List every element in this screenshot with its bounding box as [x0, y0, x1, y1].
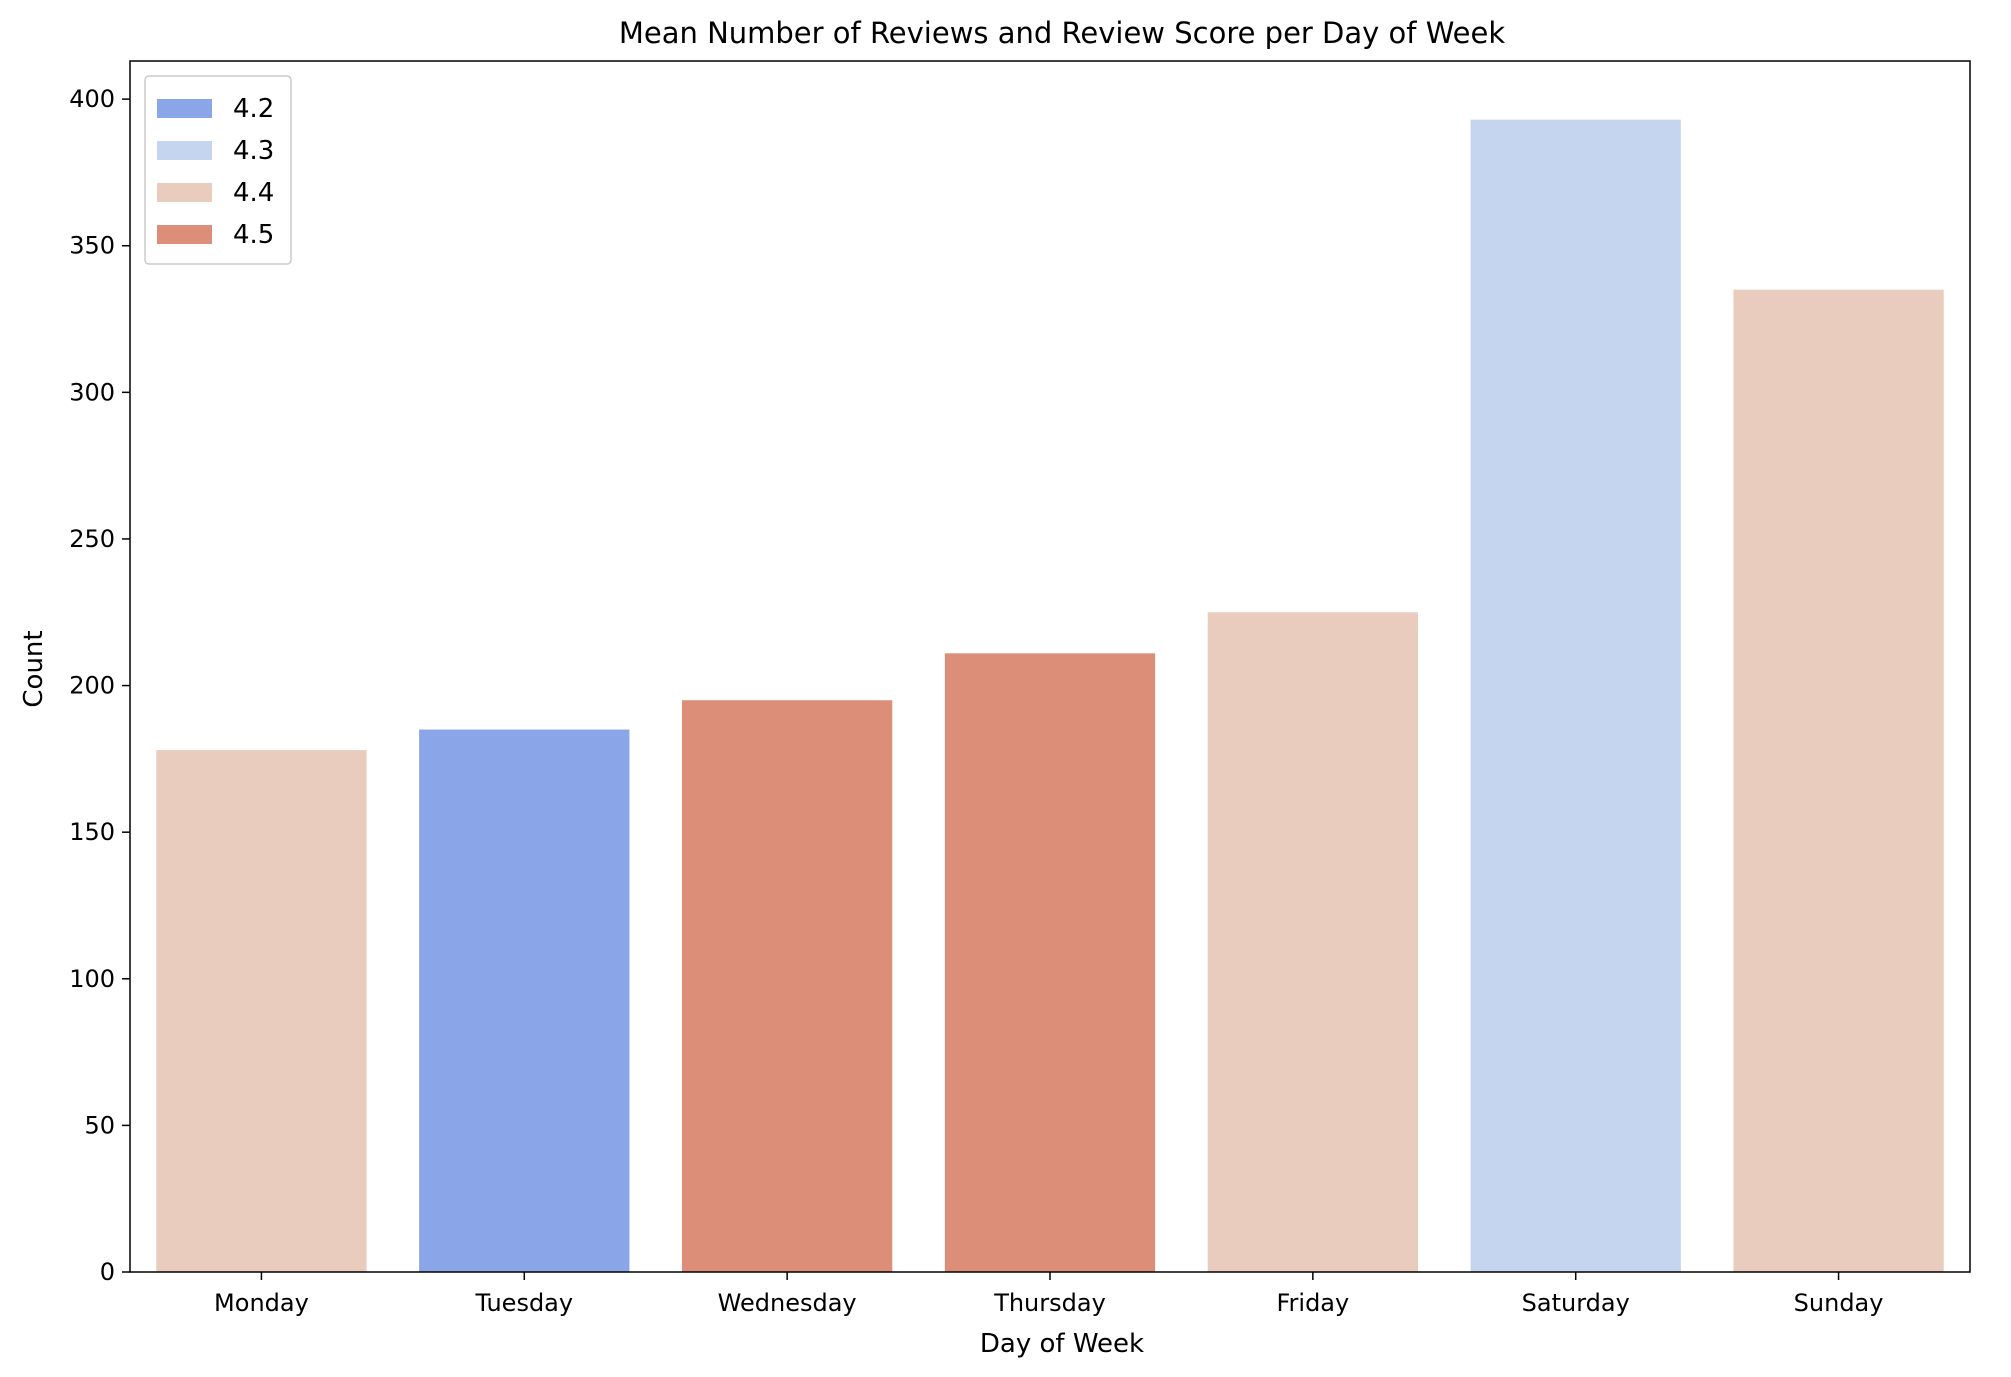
x-tick-label-thursday: Thursday [993, 1289, 1106, 1317]
legend: 4.2 4.3 4.4 4.5 [144, 75, 292, 265]
bar-monday [156, 750, 367, 1272]
y-axis: 0 50 100 150 200 250 300 350 400 [69, 85, 130, 1286]
bar-friday [1207, 612, 1418, 1272]
legend-label-4-5: 4.5 [233, 220, 274, 250]
bar-thursday [944, 653, 1156, 1272]
legend-swatch-4-4 [157, 183, 212, 202]
y-axis-label: Count [19, 630, 49, 707]
y-tick-label-150: 150 [69, 818, 115, 846]
bar-saturday [1470, 119, 1681, 1273]
legend-label-4-4: 4.4 [233, 178, 274, 208]
x-tick-label-tuesday: Tuesday [474, 1289, 573, 1317]
y-tick-label-100: 100 [69, 965, 115, 993]
y-tick-label-350: 350 [69, 232, 115, 260]
x-tick-label-monday: Monday [214, 1289, 309, 1317]
y-tick-label-250: 250 [69, 525, 115, 553]
bar-tuesday [419, 729, 630, 1272]
chart-title: Mean Number of Reviews and Review Score … [619, 16, 1506, 50]
legend-swatch-4-3 [157, 141, 212, 160]
legend-label-4-2: 4.2 [233, 94, 274, 124]
y-tick-label-50: 50 [84, 1111, 115, 1139]
y-tick-label-300: 300 [69, 378, 115, 406]
y-tick-label-0: 0 [100, 1258, 115, 1286]
legend-label-4-3: 4.3 [233, 136, 274, 166]
x-tick-label-friday: Friday [1276, 1289, 1349, 1317]
bar-wednesday [682, 700, 893, 1272]
x-axis-label: Day of Week [980, 1329, 1144, 1359]
legend-swatch-4-2 [157, 99, 212, 118]
legend-frame [144, 75, 292, 265]
x-tick-label-wednesday: Wednesday [718, 1289, 857, 1317]
bars-group [156, 119, 1944, 1273]
y-tick-label-400: 400 [69, 85, 115, 113]
x-axis: Monday Tuesday Wednesday Thursday Friday Satu… [214, 1272, 1883, 1317]
legend-swatch-4-5 [157, 225, 212, 244]
plot-frame [129, 60, 1971, 1273]
x-tick-label-saturday: Saturday [1522, 1289, 1630, 1317]
y-tick-label-200: 200 [69, 672, 115, 700]
bar-sunday [1733, 289, 1944, 1272]
x-tick-label-sunday: Sunday [1794, 1289, 1884, 1317]
